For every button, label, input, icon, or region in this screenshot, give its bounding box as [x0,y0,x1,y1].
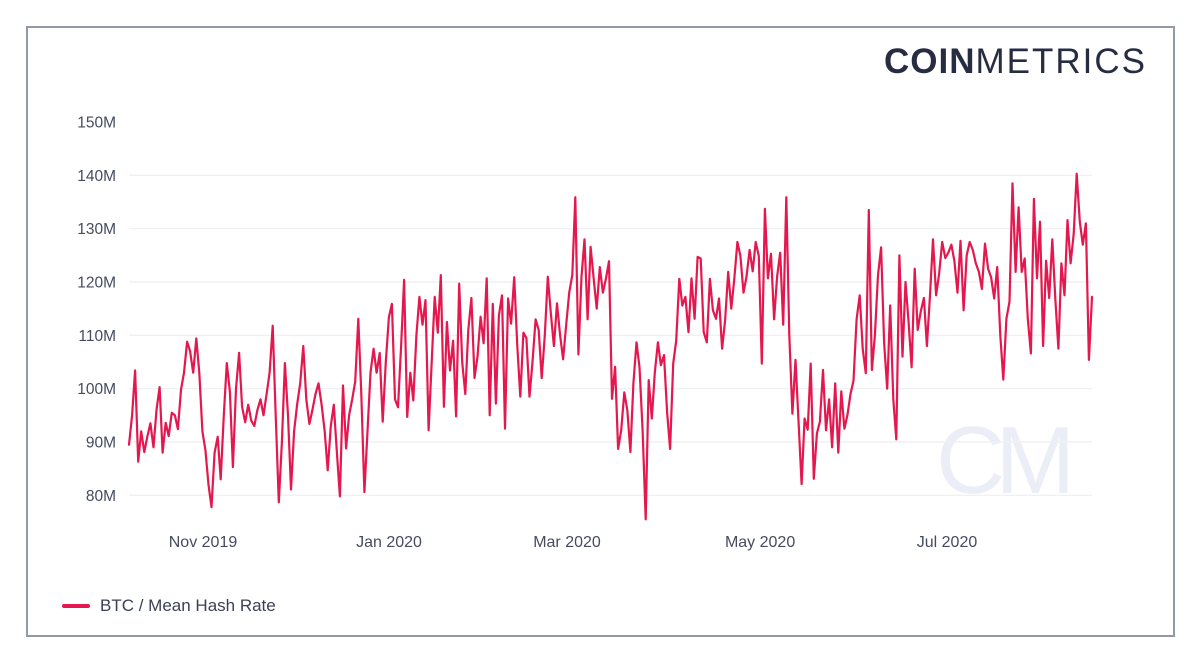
chart-card: CM 150M 140M 130M 120M 110M 100M 90M 80M Nov 201… [26,26,1175,637]
x-tick-label: May 2020 [725,534,795,551]
x-tick-label: Nov 2019 [169,534,238,551]
hashrate-line [127,172,1094,521]
y-tick-label: 90M [86,435,116,452]
y-tick-label: 120M [77,275,116,292]
x-tick-label: Jul 2020 [917,534,978,551]
x-tick-label: Jan 2020 [356,534,422,551]
legend-label: BTC / Mean Hash Rate [100,596,276,615]
cm-watermark: CM [936,407,1075,514]
legend: BTC / Mean Hash Rate [62,596,276,616]
y-tick-label: 130M [77,221,116,238]
y-tick-label: 140M [77,168,116,185]
chart-svg: 150M 140M 130M 120M 110M 100M 90M 80M Nov 2019 Ja… [77,115,1094,551]
coinmetrics-logo: COINMETRICS [884,42,1147,82]
y-tick-label: 80M [86,488,116,505]
x-tick-label: Mar 2020 [533,534,601,551]
logo-bold-text: COIN [884,42,976,81]
y-tick-label: 100M [77,381,116,398]
legend-line-swatch [62,604,90,608]
y-tick-label: 110M [78,328,116,345]
y-tick-label: 150M [77,115,116,132]
logo-light-text: METRICS [975,42,1147,81]
